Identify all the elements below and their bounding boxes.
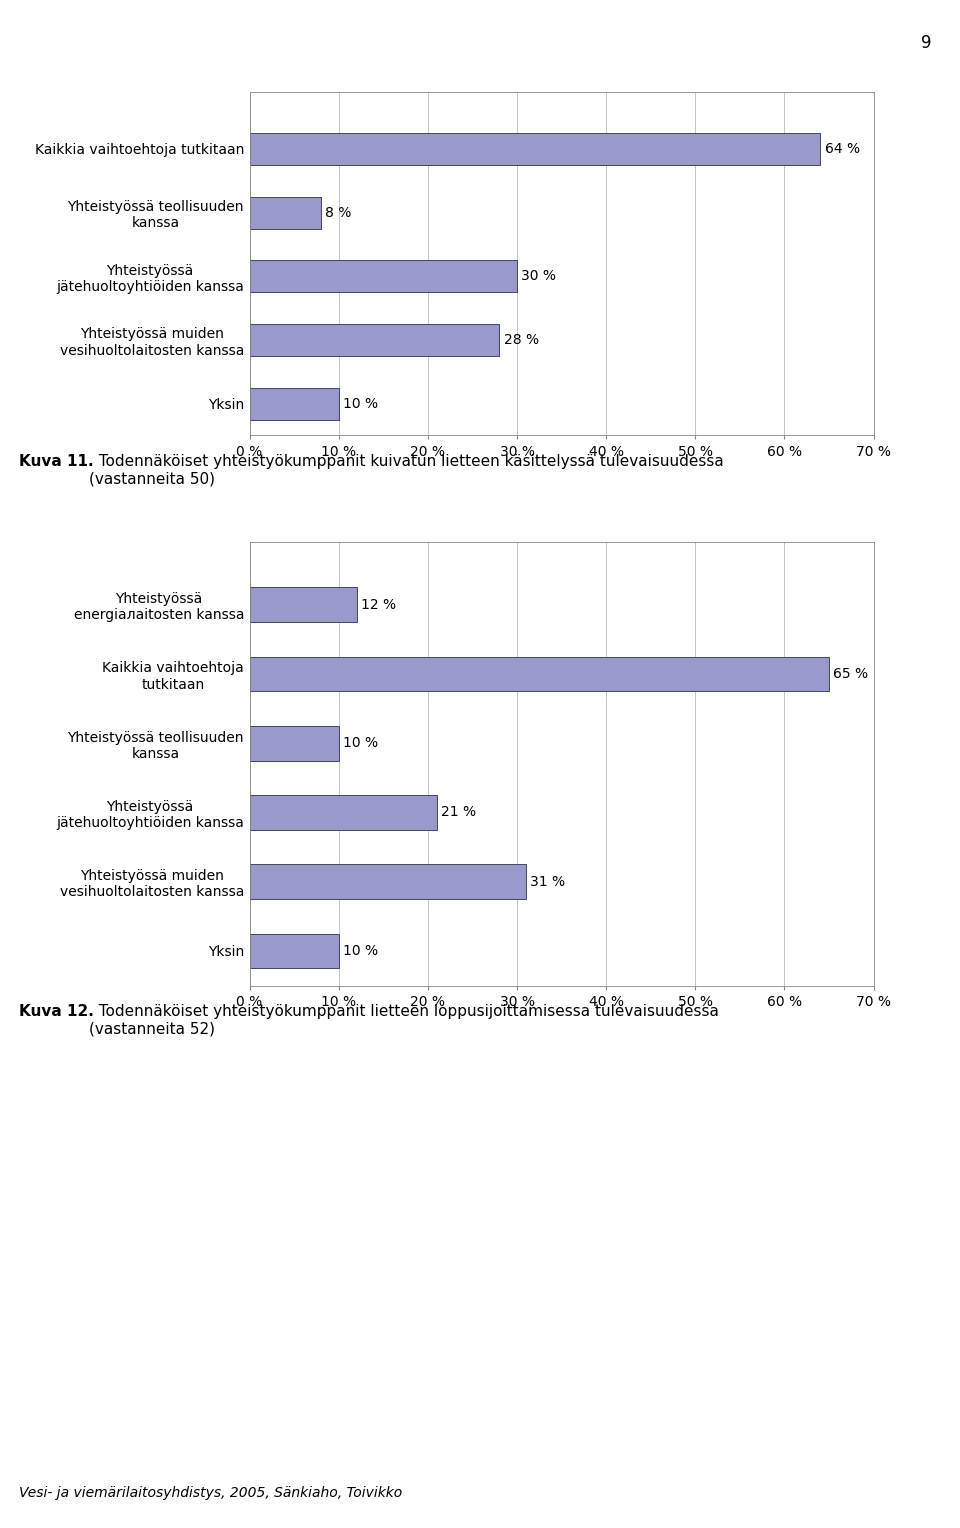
Bar bbox=[250, 324, 499, 356]
Text: 10 %: 10 % bbox=[344, 944, 378, 958]
Text: 10 %: 10 % bbox=[344, 397, 378, 411]
Text: Todennäköiset yhteistyökumppanit kuivatun lietteen käsittelyssä tulevaisuudessa
: Todennäköiset yhteistyökumppanit kuivatu… bbox=[89, 454, 724, 486]
Bar bbox=[250, 657, 829, 691]
Text: 31 %: 31 % bbox=[531, 874, 565, 889]
Bar bbox=[250, 587, 356, 622]
Text: 65 %: 65 % bbox=[833, 668, 869, 681]
Text: 10 %: 10 % bbox=[344, 736, 378, 750]
Bar bbox=[250, 726, 339, 761]
Text: 9: 9 bbox=[921, 34, 931, 52]
Text: Kuva 11.: Kuva 11. bbox=[19, 454, 94, 469]
Text: 21 %: 21 % bbox=[442, 805, 476, 819]
Bar bbox=[250, 865, 526, 898]
Bar bbox=[250, 260, 517, 292]
Text: 28 %: 28 % bbox=[504, 333, 539, 347]
Text: 64 %: 64 % bbox=[825, 142, 860, 156]
Text: Todennäköiset yhteistyökumppanit lietteen loppusijoittamisessa tulevaisuudessa
(: Todennäköiset yhteistyökumppanit liettee… bbox=[89, 1004, 719, 1036]
Bar bbox=[250, 934, 339, 969]
Text: Kuva 12.: Kuva 12. bbox=[19, 1004, 94, 1019]
Bar bbox=[250, 795, 437, 830]
Bar bbox=[250, 197, 321, 229]
Text: 12 %: 12 % bbox=[361, 597, 396, 611]
Bar bbox=[250, 133, 820, 165]
Bar bbox=[250, 388, 339, 420]
Text: 8 %: 8 % bbox=[325, 206, 351, 220]
Text: Vesi- ja viemärilaitosyhdistys, 2005, Sänkiaho, Toivikko: Vesi- ja viemärilaitosyhdistys, 2005, Sä… bbox=[19, 1487, 402, 1500]
Text: 30 %: 30 % bbox=[521, 269, 557, 283]
